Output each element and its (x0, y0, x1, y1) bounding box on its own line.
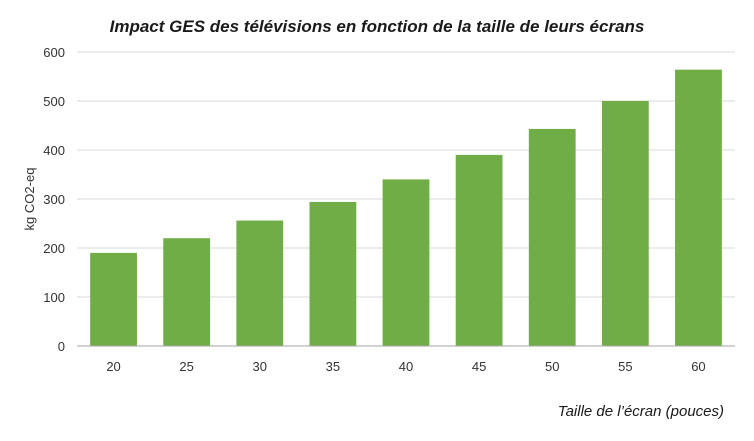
x-tick-label: 55 (618, 359, 632, 374)
x-tick-label: 40 (399, 359, 413, 374)
y-tick-label: 0 (58, 339, 65, 354)
x-tick-label: 50 (545, 359, 559, 374)
bar-25 (163, 238, 211, 346)
bar-40 (382, 179, 430, 346)
bar-50 (528, 128, 576, 346)
bar-30 (236, 220, 284, 346)
y-tick-label: 400 (43, 143, 65, 158)
x-tick-label: 20 (106, 359, 120, 374)
bar-60 (675, 69, 722, 346)
x-tick-labels: 20 25 30 35 40 45 50 55 60 (106, 359, 705, 374)
bar-45 (455, 154, 503, 346)
y-tick-label: 200 (43, 241, 65, 256)
bar-20 (90, 252, 137, 346)
y-axis-label: kg CO2-eq (22, 168, 37, 231)
y-tick-labels: 0 100 200 300 400 500 600 (43, 45, 65, 354)
x-tick-label: 60 (691, 359, 705, 374)
chart-title: Impact GES des télévisions en fonction d… (109, 17, 645, 36)
y-tick-label: 500 (43, 94, 65, 109)
x-tick-label: 30 (253, 359, 267, 374)
x-tick-label: 45 (472, 359, 486, 374)
y-tick-label: 600 (43, 45, 65, 60)
bar-55 (601, 101, 649, 346)
bars (90, 69, 722, 346)
x-tick-label: 35 (326, 359, 340, 374)
y-tick-label: 300 (43, 192, 65, 207)
x-tick-label: 25 (179, 359, 193, 374)
bar-35 (309, 201, 357, 346)
x-axis-label: Taille de l’écran (pouces) (557, 403, 724, 420)
y-tick-label: 100 (43, 290, 65, 305)
